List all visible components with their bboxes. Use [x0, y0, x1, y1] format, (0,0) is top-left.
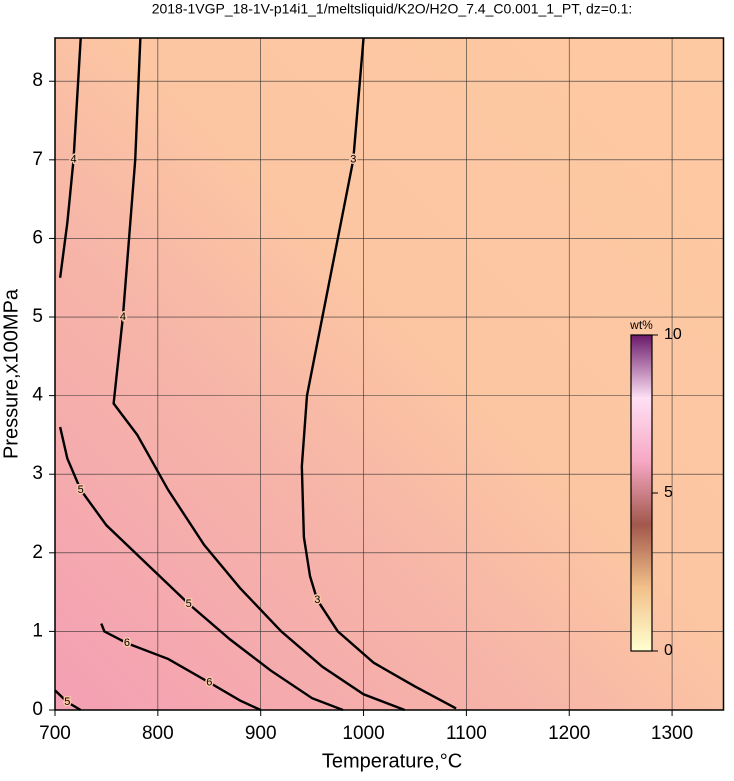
x-tick-label: 1000 [342, 723, 384, 744]
plot-frame [54, 37, 725, 711]
x-tick-label: 800 [142, 723, 174, 744]
contour-label: 5 [186, 598, 192, 610]
x-axis-label: Temperature,°C [322, 750, 462, 772]
contour-line [54, 689, 82, 712]
contour-line [58, 37, 82, 278]
y-axis-label: Pressure,x100MPa [0, 288, 22, 459]
contour-line [100, 623, 262, 712]
y-tick-label: 4 [32, 385, 43, 406]
contour-label: 3 [314, 594, 320, 606]
contour-label: 5 [78, 484, 84, 496]
y-tick-label: 6 [32, 227, 43, 248]
colorbar-tick-label: 10 [664, 326, 682, 343]
y-tick-label: 2 [32, 542, 43, 563]
contour-line [300, 37, 457, 710]
colorbar [630, 334, 653, 652]
contour-label: 6 [124, 637, 130, 649]
y-tick-label: 5 [32, 306, 43, 327]
x-tick-label: 1300 [651, 723, 693, 744]
contour-label: 6 [206, 676, 212, 688]
plot-background [55, 38, 724, 710]
x-tick-label: 1100 [446, 723, 487, 744]
y-tick-label: 0 [32, 699, 43, 720]
colorbar-tick-label: 0 [664, 642, 673, 659]
colorbar-label: wt% [629, 318, 653, 332]
y-tick-label: 8 [32, 70, 43, 91]
y-tick-label: 3 [32, 463, 43, 484]
contour-label: 4 [120, 311, 126, 323]
y-tick-label: 1 [32, 620, 43, 641]
contour-line [58, 426, 344, 712]
contour-label: 3 [350, 154, 356, 166]
y-tick-label: 7 [32, 149, 43, 170]
contour-label: 4 [70, 154, 76, 166]
x-tick-label: 1200 [548, 723, 590, 744]
chart-title: 2018-1VGP_18-1V-p14i1_1/meltsliquid/K2O/… [152, 1, 633, 17]
x-tick-label: 900 [245, 723, 277, 744]
x-tick-label: 700 [39, 723, 71, 744]
colorbar-tick-label: 5 [664, 484, 673, 501]
contour-label: 5 [64, 696, 70, 708]
contour-line [112, 37, 406, 712]
